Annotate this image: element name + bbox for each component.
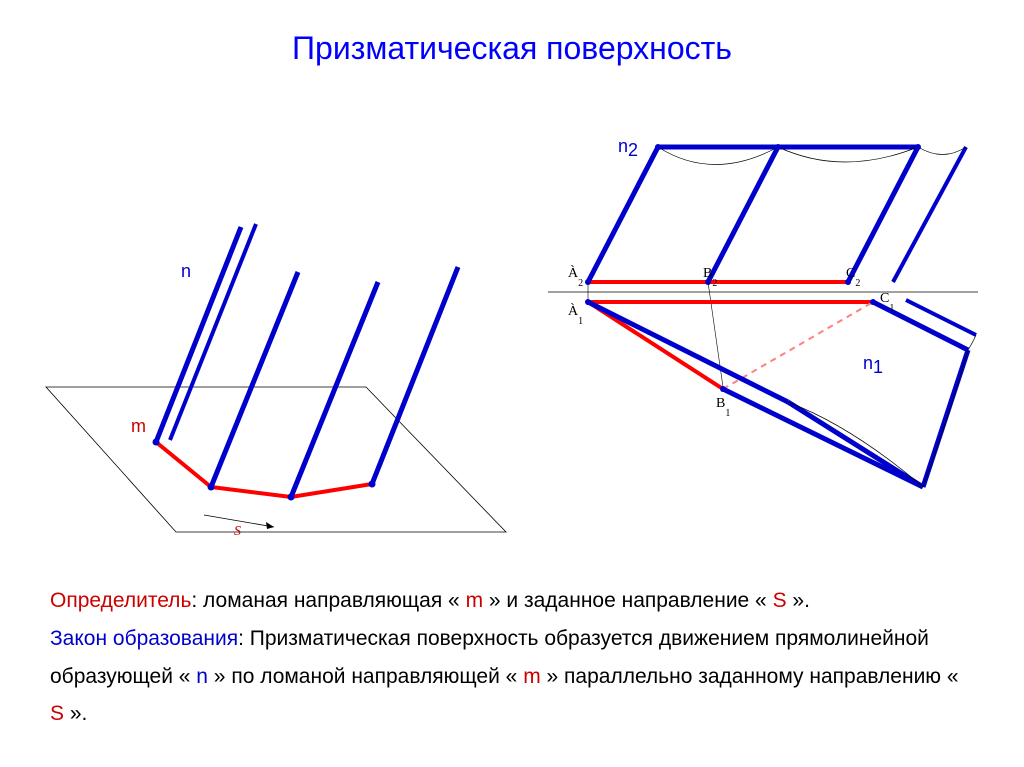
bot-far-edge xyxy=(788,402,923,487)
label-n: n xyxy=(181,261,191,281)
description-block: Определитель: ломаная направляющая « m »… xyxy=(0,562,1024,753)
law-n: n xyxy=(196,665,208,688)
right-svg: n2 n1 À2 B2 C2 À1 B1 C1 xyxy=(528,87,998,517)
node xyxy=(720,386,726,392)
determinant-line: Определитель: ломаная направляющая « m »… xyxy=(50,582,974,620)
generator-3 xyxy=(291,282,378,497)
det-t2: » и заданное направление « xyxy=(483,589,773,612)
directrix-m xyxy=(156,442,372,497)
label-A1: À1 xyxy=(568,302,583,327)
diagram-right: n2 n1 À2 B2 C2 À1 B1 C1 xyxy=(528,87,998,562)
directrix-bot xyxy=(588,302,723,389)
node xyxy=(870,299,876,305)
law-t3: » параллельно заданному направлению « xyxy=(541,665,959,688)
label-n2: n2 xyxy=(618,136,638,160)
top-gen xyxy=(588,147,658,282)
page-title: Призматическая поверхность xyxy=(0,0,1024,87)
law-line: Закон образования: Призматическая поверх… xyxy=(50,620,974,733)
det-t3: ». xyxy=(787,589,810,612)
arrowhead-icon xyxy=(266,522,274,529)
diagrams-container: n m S xyxy=(0,87,1024,562)
node xyxy=(369,481,376,488)
label-C2: C2 xyxy=(846,266,860,289)
bot-gen xyxy=(723,389,923,487)
bot-gen xyxy=(588,302,788,402)
node xyxy=(153,439,160,446)
top-gen xyxy=(848,147,918,282)
det-label: Определитель xyxy=(50,589,191,612)
top-curve xyxy=(918,147,966,155)
label-n1: n1 xyxy=(863,353,883,377)
bot-gen-extra xyxy=(906,300,976,335)
law-t2: » по ломаной направляющей « xyxy=(208,665,523,688)
bot-far-edge xyxy=(923,350,968,487)
node xyxy=(288,494,295,501)
law-t4: ». xyxy=(64,702,87,725)
node xyxy=(915,144,921,150)
generator-4 xyxy=(372,267,458,484)
label-A2: À2 xyxy=(568,264,583,289)
label-m: m xyxy=(131,416,146,436)
det-t1: : ломаная направляющая « xyxy=(191,589,465,612)
top-curve xyxy=(658,147,778,165)
top-gen-extra xyxy=(893,147,966,282)
proj-link xyxy=(708,282,723,387)
node xyxy=(208,484,215,491)
node xyxy=(585,299,591,305)
det-m: m xyxy=(466,589,484,612)
node xyxy=(655,144,661,150)
label-B1: B1 xyxy=(716,396,730,419)
label-s: S xyxy=(234,524,241,539)
det-s: S xyxy=(773,589,787,612)
directrix-bot-hidden xyxy=(723,302,873,389)
law-s: S xyxy=(50,702,64,725)
diagram-left: n m S xyxy=(26,87,516,562)
ground-plane xyxy=(46,387,506,532)
bot-curve xyxy=(968,335,976,350)
node xyxy=(775,144,781,150)
law-label: Закон образования xyxy=(50,627,238,650)
left-svg: n m S xyxy=(26,87,516,557)
top-gen xyxy=(708,147,778,282)
generator-1 xyxy=(156,227,241,442)
law-m: m xyxy=(523,665,541,688)
